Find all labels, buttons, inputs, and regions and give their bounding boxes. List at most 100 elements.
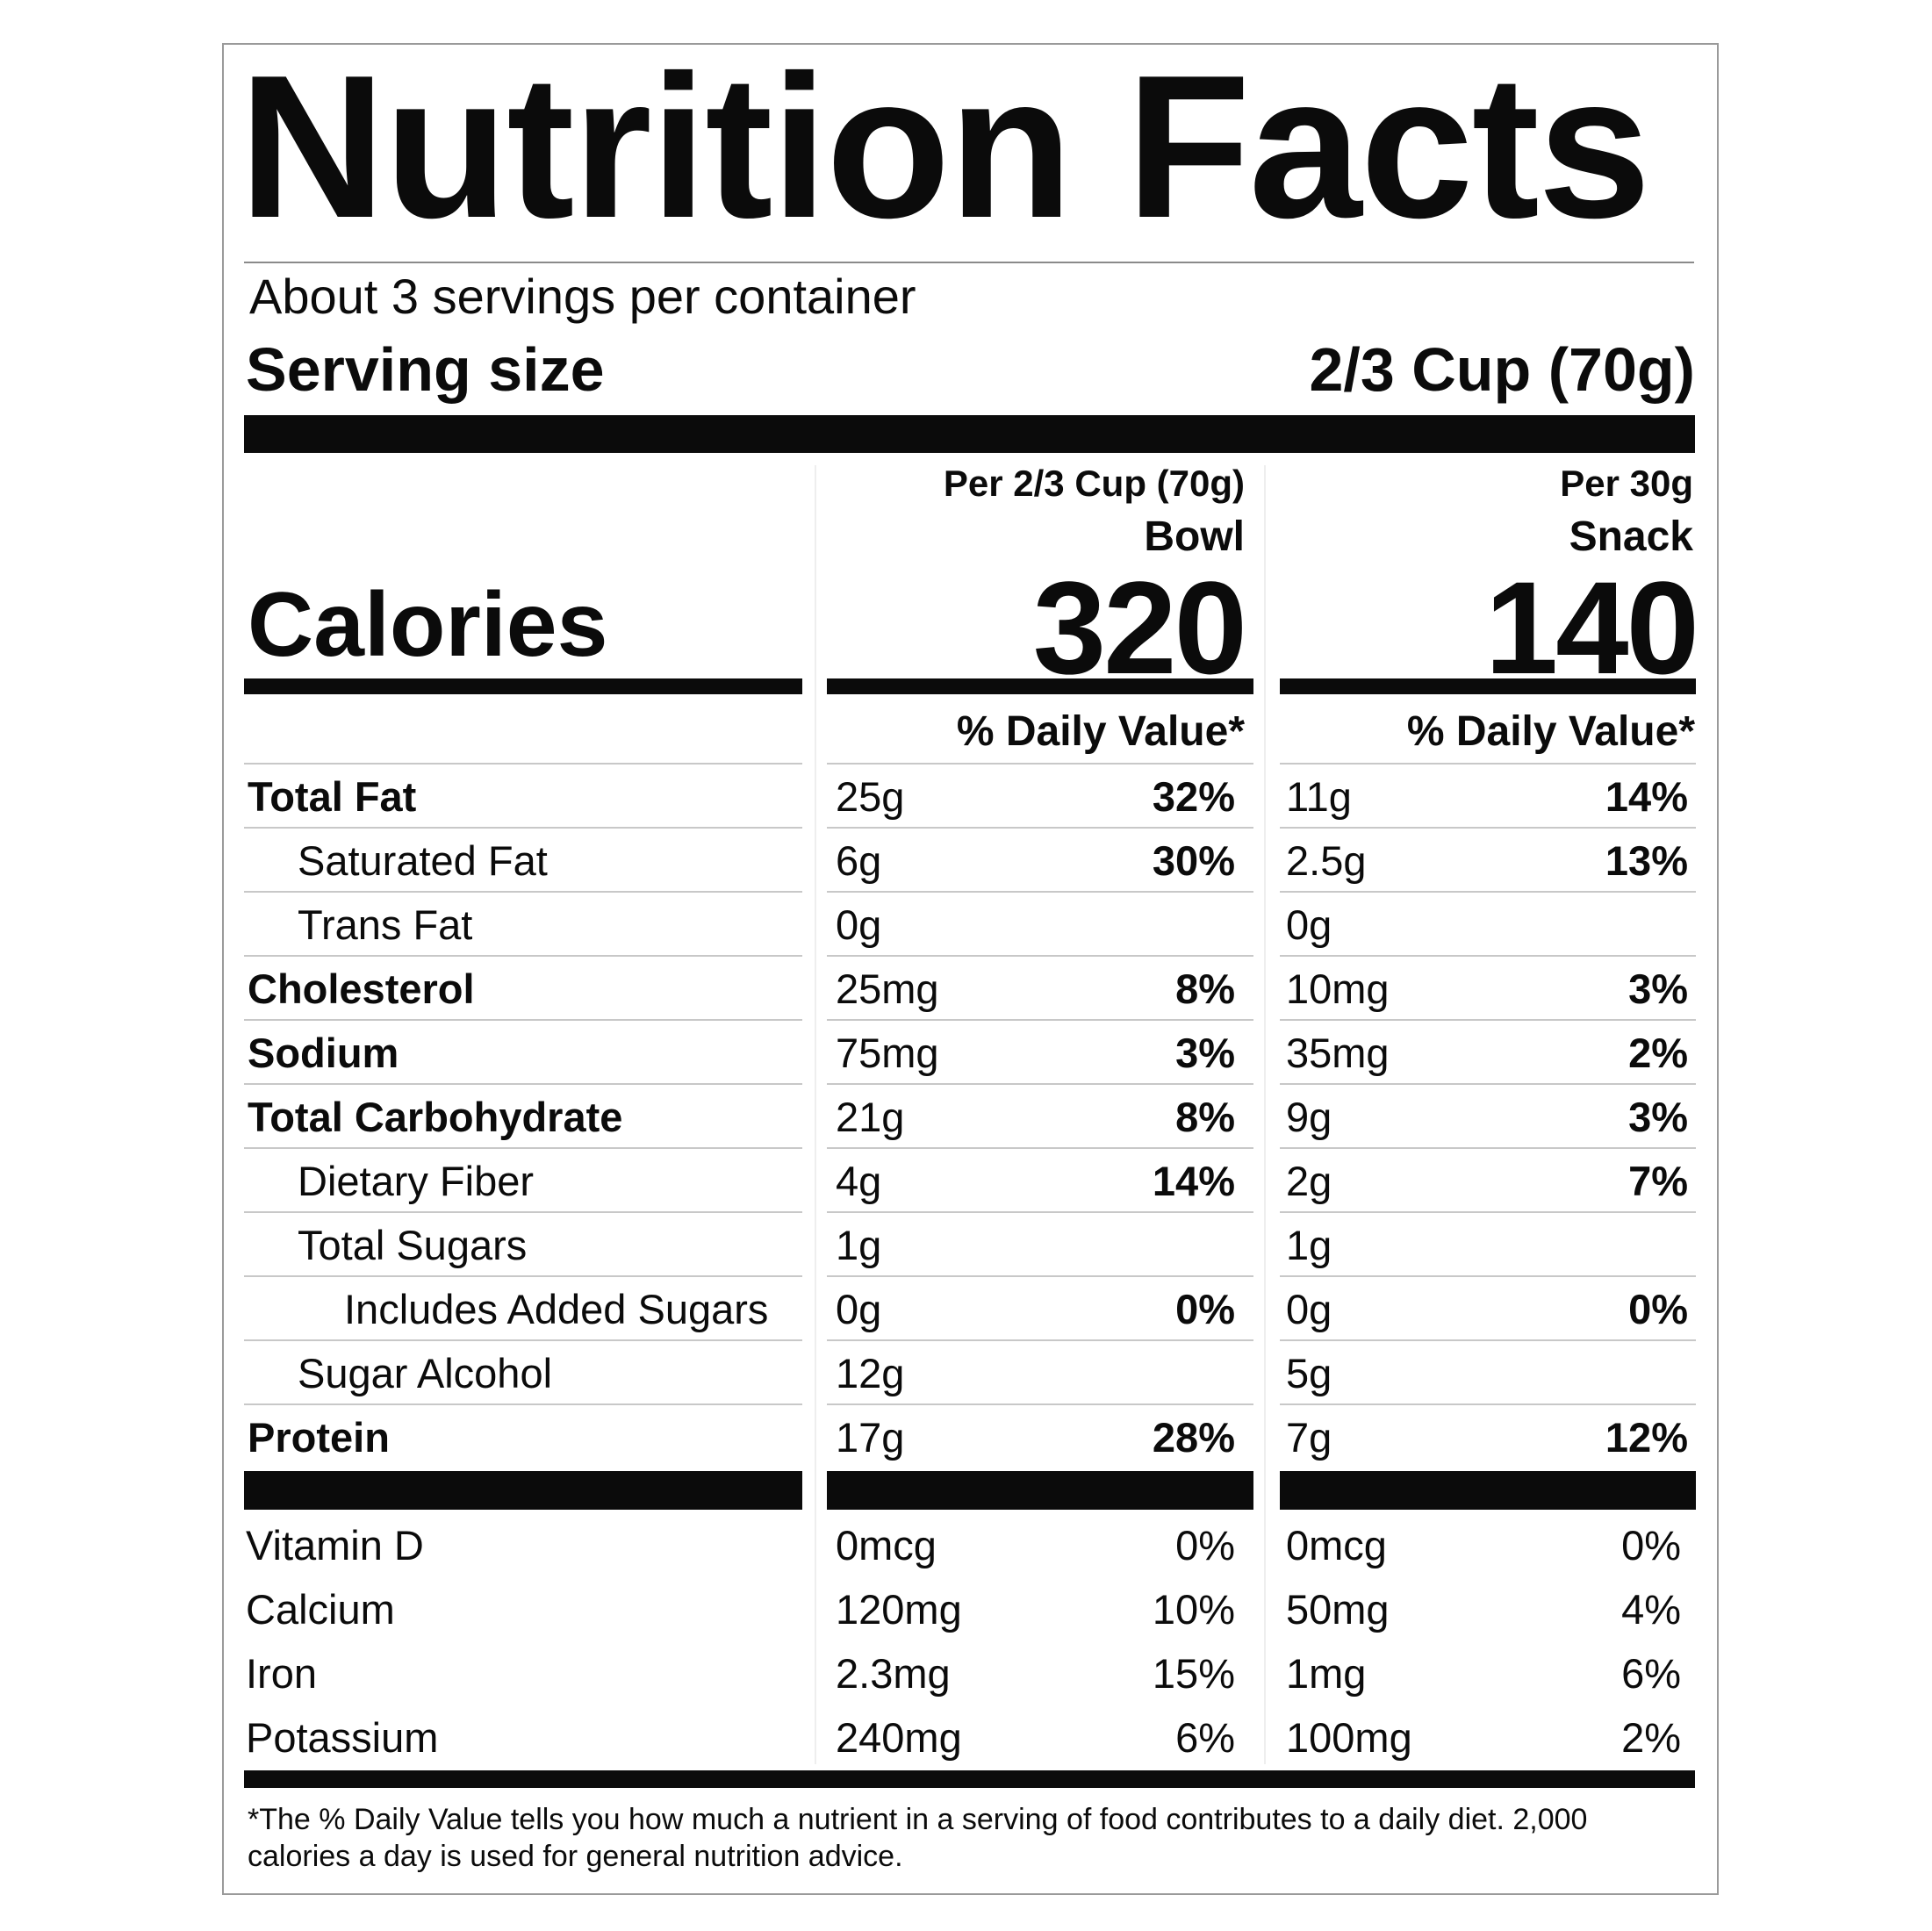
bowl-daily-value: 30% <box>1152 837 1235 884</box>
nutrient-row: Includes Added Sugars 0g 0% 0g 0% <box>0 1277 1932 1341</box>
bowl-amount: 6g <box>836 837 882 884</box>
bowl-amount: 0g <box>836 1286 882 1332</box>
snack-daily-value: 2% <box>1621 1714 1681 1761</box>
row-divider <box>1280 1019 1696 1021</box>
snack-daily-value: 2% <box>1628 1030 1688 1076</box>
bowl-calories: 320 <box>1032 554 1247 701</box>
row-divider <box>244 827 802 829</box>
nutrient-name: Includes Added Sugars <box>344 1286 769 1332</box>
row-divider <box>827 1403 1253 1405</box>
vitamins-bar <box>1280 1471 1696 1510</box>
snack-daily-value: 12% <box>1605 1414 1688 1461</box>
snack-amount: 1g <box>1286 1222 1332 1268</box>
bowl-daily-value: 8% <box>1175 1094 1235 1140</box>
row-divider <box>827 891 1253 893</box>
row-divider <box>1280 1275 1696 1277</box>
servings-per-container: About 3 servings per container <box>249 269 916 324</box>
bowl-amount: 25g <box>836 773 905 820</box>
snack-amount: 10mg <box>1286 966 1390 1012</box>
bowl-per-label: Per 2/3 Cup (70g) <box>943 463 1245 504</box>
nutrient-name: Total Fat <box>248 773 417 820</box>
snack-per-label: Per 30g <box>1560 463 1693 504</box>
nutrient-row: Total Fat 25g 32% 11g 14% <box>0 765 1932 829</box>
row-divider <box>1280 1211 1696 1213</box>
snack-daily-value: 13% <box>1605 837 1688 884</box>
bowl-daily-value: 0% <box>1175 1286 1235 1332</box>
snack-amount: 0mcg <box>1286 1522 1387 1568</box>
nutrient-name: Dietary Fiber <box>298 1158 535 1204</box>
label-frame <box>222 43 1719 1895</box>
vitamin-name: Potassium <box>246 1714 439 1761</box>
nutrient-name: Sodium <box>248 1030 399 1076</box>
row-divider <box>244 1339 802 1341</box>
row-divider <box>244 763 802 765</box>
bowl-amount: 1g <box>836 1222 882 1268</box>
snack-amount: 11g <box>1286 773 1352 820</box>
bowl-amount: 75mg <box>836 1030 939 1076</box>
nutrient-name: Trans Fat <box>298 901 473 948</box>
column-divider <box>815 465 816 1764</box>
bowl-amount: 25mg <box>836 966 939 1012</box>
row-divider <box>1280 827 1696 829</box>
bowl-amount: 0g <box>836 901 882 948</box>
row-divider <box>827 763 1253 765</box>
row-divider <box>827 827 1253 829</box>
nutrient-row: Sugar Alcohol 12g 5g <box>0 1341 1932 1405</box>
snack-amount: 0g <box>1286 901 1332 948</box>
bowl-amount: 240mg <box>836 1714 962 1761</box>
nutrient-row: Trans Fat 0g 0g <box>0 893 1932 957</box>
bowl-amount: 120mg <box>836 1586 962 1633</box>
vitamins-bar <box>244 1471 802 1510</box>
bowl-amount: 2.3mg <box>836 1650 951 1697</box>
row-divider <box>827 1147 1253 1149</box>
snack-daily-value: 4% <box>1621 1586 1681 1633</box>
serving-size-value: 2/3 Cup (70g) <box>1309 335 1695 404</box>
row-divider <box>827 955 1253 957</box>
bowl-daily-value: 28% <box>1152 1414 1235 1461</box>
snack-amount: 2g <box>1286 1158 1332 1204</box>
divider <box>244 262 1694 263</box>
column-divider <box>1264 465 1266 1764</box>
bowl-daily-value: 10% <box>1152 1586 1235 1633</box>
row-divider <box>1280 1403 1696 1405</box>
bowl-amount: 21g <box>836 1094 905 1140</box>
bowl-amount: 4g <box>836 1158 882 1204</box>
row-divider <box>1280 1339 1696 1341</box>
row-divider <box>827 1339 1253 1341</box>
calories-bar <box>244 678 802 694</box>
thick-divider <box>244 415 1695 453</box>
nutrient-row: Total Carbohydrate 21g 8% 9g 3% <box>0 1085 1932 1149</box>
vitamin-name: Vitamin D <box>246 1522 424 1568</box>
row-divider <box>244 1275 802 1277</box>
snack-amount: 35mg <box>1286 1030 1390 1076</box>
footnote: *The % Daily Value tells you how much a … <box>248 1803 1588 1873</box>
snack-amount: 9g <box>1286 1094 1332 1140</box>
row-divider <box>1280 1147 1696 1149</box>
nutrient-row: Dietary Fiber 4g 14% 2g 7% <box>0 1149 1932 1213</box>
row-divider <box>244 1403 802 1405</box>
bowl-amount: 17g <box>836 1414 905 1461</box>
vitamin-row: Iron 2.3mg 15% 1mg 6% <box>0 1641 1932 1705</box>
snack-amount: 50mg <box>1286 1586 1390 1633</box>
vitamin-name: Calcium <box>246 1586 395 1633</box>
bowl-daily-value: 6% <box>1175 1714 1235 1761</box>
calories-bar <box>1280 678 1696 694</box>
nutrient-name: Cholesterol <box>248 966 475 1012</box>
snack-amount: 7g <box>1286 1414 1332 1461</box>
nutrient-name: Protein <box>248 1414 390 1461</box>
row-divider <box>1280 955 1696 957</box>
bowl-dv-header: % Daily Value* <box>956 708 1245 755</box>
snack-daily-value: 3% <box>1628 1094 1688 1140</box>
row-divider <box>244 1083 802 1085</box>
serving-size-label: Serving size <box>246 335 605 404</box>
row-divider <box>244 1211 802 1213</box>
snack-daily-value: 3% <box>1628 966 1688 1012</box>
snack-daily-value: 14% <box>1605 773 1688 820</box>
row-divider <box>1280 763 1696 765</box>
nutrient-row: Total Sugars 1g 1g <box>0 1213 1932 1277</box>
bowl-amount: 0mcg <box>836 1522 937 1568</box>
vitamin-row: Potassium 240mg 6% 100mg 2% <box>0 1705 1932 1769</box>
row-divider <box>244 891 802 893</box>
row-divider <box>827 1211 1253 1213</box>
snack-amount: 1mg <box>1286 1650 1367 1697</box>
